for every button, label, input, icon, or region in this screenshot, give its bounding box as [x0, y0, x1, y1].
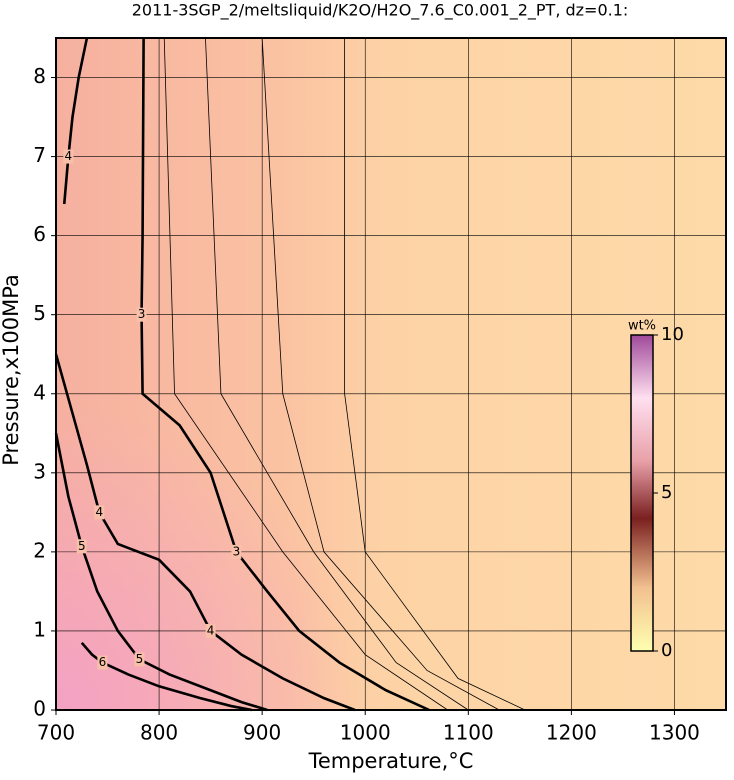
x-tick-label: 1000: [340, 721, 391, 745]
contour-label-bg: [94, 505, 105, 520]
y-tick-label: 4: [33, 380, 46, 404]
plot-area: 3 3 4 4 4 5 5 6: [54, 37, 726, 712]
contour-line: [54, 353, 356, 712]
contour-label: 4: [65, 149, 73, 163]
contour-label: 3: [233, 544, 241, 558]
colorbar: [630, 334, 654, 652]
y-tick-label: 2: [33, 538, 46, 562]
x-tick-label: 900: [243, 721, 281, 745]
chart-title: 2011-3SGP_2/meltsliquid/K2O/H2O_7.6_C0.0…: [132, 1, 629, 21]
contour-line: [80, 641, 253, 712]
x-tick-label: 700: [37, 721, 75, 745]
y-tick-label: 3: [33, 459, 46, 483]
colorbar-tick-label: 0: [661, 640, 672, 661]
contour-label-bg: [205, 623, 216, 638]
plot-frame: [55, 37, 727, 711]
x-tick-label: 1200: [546, 721, 597, 745]
y-tick-label: 1: [33, 617, 46, 641]
x-axis-label: Temperature,°C: [308, 749, 474, 773]
contour-line: [62, 37, 89, 205]
y-axis-label: Pressure,x100MPa: [0, 274, 23, 466]
contour-label-bg: [134, 652, 145, 667]
x-tick-label: 1300: [649, 721, 700, 745]
contour-label: 3: [138, 307, 146, 321]
contour-label-bg: [63, 149, 74, 164]
contour-label: 4: [95, 505, 103, 519]
x-tick-label: 800: [140, 721, 178, 745]
x-tick-label: 1100: [443, 721, 494, 745]
y-tick-label: 7: [33, 143, 46, 167]
contour-line: [54, 433, 268, 712]
contour-label-bg: [76, 539, 87, 554]
contour-label: 5: [136, 652, 144, 666]
contour-line: [205, 37, 469, 711]
contour-label-bg: [97, 655, 108, 670]
y-tick-label: 6: [33, 222, 46, 246]
colorbar-tick-label: 10: [661, 324, 684, 345]
contour-line: [261, 37, 500, 711]
y-tick-label: 0: [33, 697, 46, 721]
contour-label: 4: [207, 623, 215, 637]
y-tick-label: 8: [33, 64, 46, 88]
contour-line: [344, 38, 526, 711]
y-tick-label: 5: [33, 301, 46, 325]
contour-line: [140, 37, 430, 712]
contour-label: 6: [99, 655, 107, 669]
colorbar-tick-label: 5: [661, 482, 672, 503]
contour-label: 5: [78, 539, 86, 553]
plot-shading: [56, 38, 726, 710]
contour-label-bg: [231, 544, 242, 559]
contour-line: [163, 37, 448, 711]
colorbar-label: wt%: [628, 319, 656, 334]
contour-label-bg: [136, 307, 147, 322]
